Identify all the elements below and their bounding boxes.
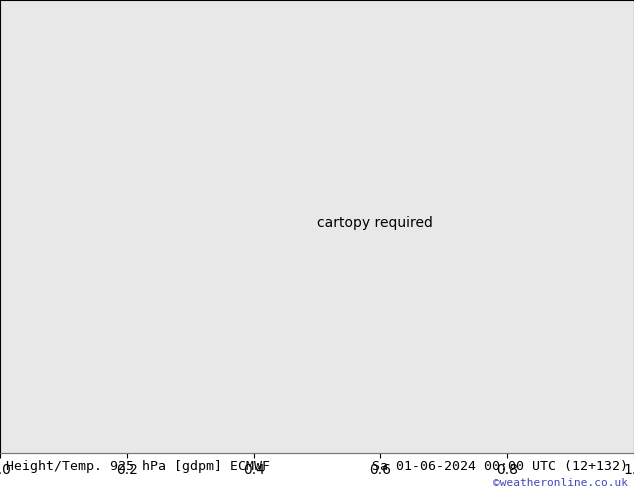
Text: ©weatheronline.co.uk: ©weatheronline.co.uk xyxy=(493,478,628,489)
Text: Sa 01-06-2024 00:00 UTC (12+132): Sa 01-06-2024 00:00 UTC (12+132) xyxy=(372,460,628,473)
Text: Height/Temp. 925 hPa [gdpm] ECMWF: Height/Temp. 925 hPa [gdpm] ECMWF xyxy=(6,460,270,473)
Text: cartopy required: cartopy required xyxy=(317,216,433,230)
